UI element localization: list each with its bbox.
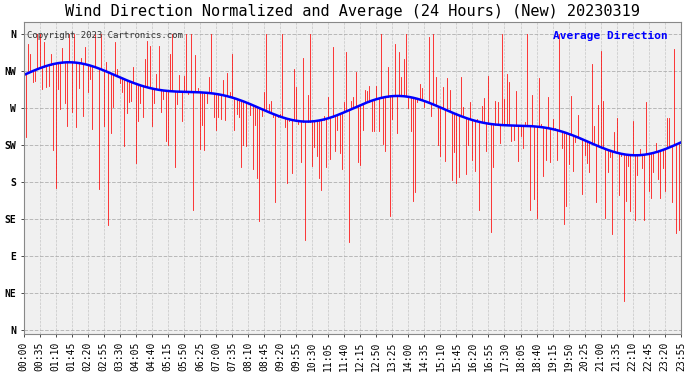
Average Direction — [19, 73, 28, 77]
Text: Copyright 2023 Cartronics.com: Copyright 2023 Cartronics.com — [27, 31, 183, 40]
Title: Wind Direction Normalized and Average (24 Hours) (New) 20230319: Wind Direction Normalized and Average (2… — [65, 4, 640, 19]
Average Direction — [573, 135, 582, 140]
Average Direction — [585, 140, 593, 144]
Average Direction — [66, 60, 74, 64]
Text: Average Direction: Average Direction — [553, 31, 668, 41]
Average Direction — [631, 153, 639, 158]
Average Direction — [601, 147, 609, 151]
Line: Average Direction: Average Direction — [23, 62, 681, 155]
Average Direction — [79, 62, 87, 66]
Average Direction — [677, 140, 685, 145]
Average Direction — [354, 104, 362, 108]
Average Direction — [622, 152, 630, 157]
